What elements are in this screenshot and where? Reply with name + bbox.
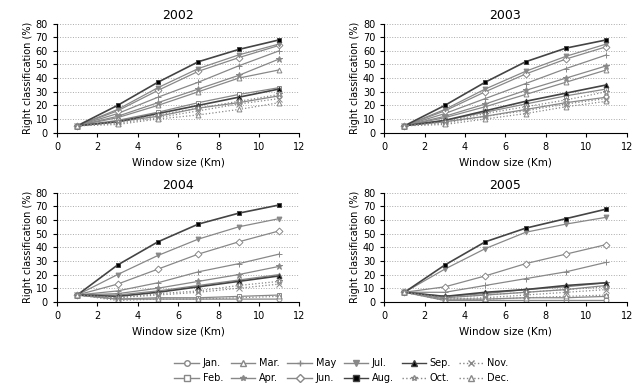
Title: 2002: 2002 bbox=[162, 9, 194, 22]
Title: 2005: 2005 bbox=[489, 178, 522, 192]
Y-axis label: Right classification (%): Right classification (%) bbox=[350, 22, 360, 134]
Legend: Jan., Feb., Mar., Apr., May, Jun., Jul., Aug., Sep., Oct., Nov., Dec.: Jan., Feb., Mar., Apr., May, Jun., Jul.,… bbox=[170, 354, 513, 387]
Y-axis label: Right classification (%): Right classification (%) bbox=[23, 191, 33, 303]
Y-axis label: Right classification (%): Right classification (%) bbox=[23, 22, 33, 134]
X-axis label: Window size (Km): Window size (Km) bbox=[132, 157, 225, 167]
Y-axis label: Right classification (%): Right classification (%) bbox=[350, 191, 360, 303]
X-axis label: Window size (Km): Window size (Km) bbox=[459, 157, 552, 167]
X-axis label: Window size (Km): Window size (Km) bbox=[132, 327, 225, 336]
X-axis label: Window size (Km): Window size (Km) bbox=[459, 327, 552, 336]
Title: 2003: 2003 bbox=[489, 9, 522, 22]
Title: 2004: 2004 bbox=[162, 178, 194, 192]
